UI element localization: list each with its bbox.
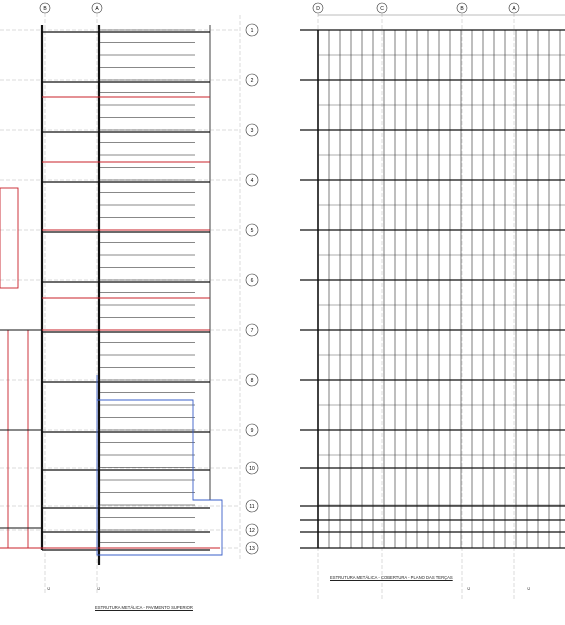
grid-row-label: 3 [251, 128, 254, 134]
right-plan: D C B A C C [300, 2, 565, 600]
grid-bubble-B: B [43, 6, 47, 12]
grid-bubble-B2: B [460, 6, 464, 12]
grid-row-bubble [245, 323, 259, 337]
grid-bubble-A: A [95, 6, 99, 12]
grid-row-bubble [245, 523, 259, 537]
right-grid-column-bubbles: D C B A [312, 2, 520, 14]
svg-text:C: C [466, 587, 471, 590]
grid-row-label: 4 [251, 178, 254, 184]
grid-row-bubble [245, 373, 259, 387]
grid-row-label: 12 [249, 528, 255, 534]
grid-row-label: 11 [249, 504, 254, 510]
grid-row-label: 9 [251, 428, 254, 434]
grid-row-label: 7 [251, 328, 254, 334]
grid-row-bubble [245, 123, 259, 137]
grid-row-label: 8 [251, 378, 254, 384]
purlin-grid [300, 29, 565, 549]
grid-row-label: 13 [249, 546, 255, 552]
grid-row-label: 6 [251, 278, 254, 284]
grid-row-bubble [245, 499, 259, 513]
grid-row-bubble [245, 461, 259, 475]
left-plan-title: ESTRUTURA METÁLICA - PAVIMENTO SUPERIOR [95, 605, 193, 610]
red-beams [0, 96, 220, 549]
svg-text:C: C [96, 587, 101, 590]
grid-row-bubble [245, 173, 259, 187]
grid-row-bubble [245, 273, 259, 287]
grid-row-label: 2 [251, 78, 254, 84]
grid-row-bubble [245, 223, 259, 237]
grid-bubble-A2: A [512, 6, 516, 12]
grid-row-bubble [245, 23, 259, 37]
grid-row-bubble [245, 73, 259, 87]
grid-row-label: 10 [249, 466, 255, 472]
svg-text:C: C [46, 587, 51, 590]
grid-row-bubble [245, 541, 259, 555]
grid-row-label: 1 [251, 28, 254, 34]
right-plan-title: ESTRUTURA METÁLICA - COBERTURA - PLANO D… [330, 575, 453, 580]
grid-bubble-C: C [380, 6, 384, 12]
blue-outline [96, 375, 223, 556]
grid-row-label: 5 [251, 228, 254, 234]
left-grid-column-bubbles: B A [39, 2, 103, 14]
svg-text:C: C [526, 587, 531, 590]
grid-row-bubble [245, 423, 259, 437]
grid-bubble-D: D [316, 6, 320, 12]
